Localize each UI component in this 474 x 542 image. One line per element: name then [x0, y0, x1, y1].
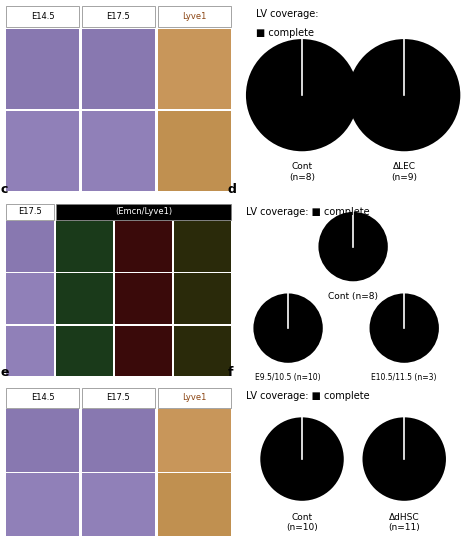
Text: c: c: [0, 183, 8, 196]
FancyBboxPatch shape: [6, 7, 80, 27]
FancyBboxPatch shape: [157, 7, 231, 27]
Bar: [6, 274, 54, 324]
Text: E17.5: E17.5: [107, 393, 130, 403]
Bar: [157, 29, 231, 109]
Bar: [6, 473, 80, 536]
Bar: [115, 222, 172, 272]
Bar: [6, 29, 80, 109]
Bar: [6, 111, 80, 191]
Text: Lyve1: Lyve1: [182, 393, 207, 403]
Ellipse shape: [370, 293, 439, 363]
Bar: [56, 274, 113, 324]
Bar: [157, 473, 231, 536]
Ellipse shape: [254, 293, 323, 363]
Bar: [6, 222, 54, 272]
Bar: [56, 222, 113, 272]
Ellipse shape: [246, 39, 358, 151]
Ellipse shape: [348, 39, 460, 151]
Text: E14.5: E14.5: [31, 12, 55, 21]
Text: LV coverage: ■ complete: LV coverage: ■ complete: [246, 207, 370, 217]
FancyBboxPatch shape: [157, 388, 231, 408]
Bar: [82, 29, 155, 109]
Text: Cont
(n=10): Cont (n=10): [286, 513, 318, 532]
Bar: [157, 409, 231, 472]
FancyBboxPatch shape: [6, 204, 54, 220]
Text: E10.5/11.5 (n=3): E10.5/11.5 (n=3): [372, 373, 437, 382]
Text: LV coverage: ■ complete: LV coverage: ■ complete: [246, 390, 370, 401]
Bar: [157, 111, 231, 191]
FancyBboxPatch shape: [56, 204, 231, 220]
Bar: [174, 326, 231, 376]
Text: ■ complete: ■ complete: [255, 28, 314, 38]
Ellipse shape: [319, 212, 388, 281]
Bar: [174, 274, 231, 324]
Text: Cont (n=8): Cont (n=8): [328, 292, 378, 301]
Bar: [115, 274, 172, 324]
Text: ΔLEC
(n=9): ΔLEC (n=9): [391, 163, 417, 182]
FancyBboxPatch shape: [82, 7, 155, 27]
Bar: [174, 222, 231, 272]
Bar: [82, 111, 155, 191]
Bar: [6, 409, 80, 472]
Text: d: d: [228, 183, 237, 196]
Bar: [115, 326, 172, 376]
Text: E14.5: E14.5: [31, 393, 55, 403]
FancyBboxPatch shape: [82, 388, 155, 408]
Bar: [6, 326, 54, 376]
Text: (Emcn/Lyve1): (Emcn/Lyve1): [115, 208, 172, 216]
Text: Lyve1: Lyve1: [182, 12, 207, 21]
Ellipse shape: [363, 417, 446, 501]
FancyBboxPatch shape: [6, 388, 80, 408]
Text: LV coverage:: LV coverage:: [255, 9, 318, 19]
Bar: [56, 326, 113, 376]
Text: E17.5: E17.5: [107, 12, 130, 21]
Text: E17.5: E17.5: [18, 208, 42, 216]
Text: E9.5/10.5 (n=10): E9.5/10.5 (n=10): [255, 373, 321, 382]
Text: ΔdHSC
(n=11): ΔdHSC (n=11): [388, 513, 420, 532]
Ellipse shape: [260, 417, 344, 501]
Text: f: f: [228, 366, 233, 378]
Text: Cont
(n=8): Cont (n=8): [289, 163, 315, 182]
Bar: [82, 473, 155, 536]
Bar: [82, 409, 155, 472]
Text: e: e: [0, 366, 9, 378]
